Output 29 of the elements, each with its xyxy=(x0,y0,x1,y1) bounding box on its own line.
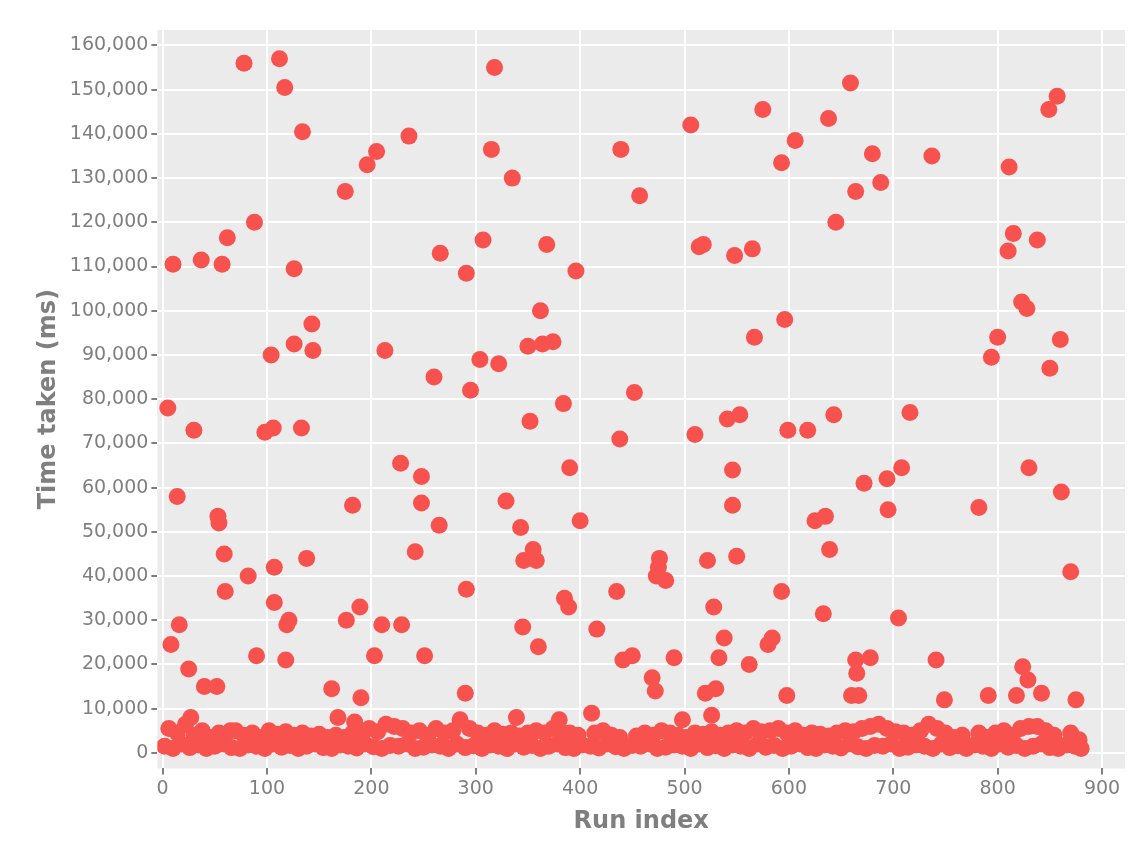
y-tick-label: 130,000 xyxy=(69,165,149,188)
x-tick-label: 600 xyxy=(770,775,808,798)
y-tick-label: 160,000 xyxy=(69,32,149,55)
x-tick-label: 300 xyxy=(457,775,494,798)
y-tick-label: 120,000 xyxy=(69,209,149,232)
y-tick-label: 0 xyxy=(136,739,149,762)
y-tick-label: 50,000 xyxy=(81,518,149,541)
x-tick-label: 0 xyxy=(156,775,169,798)
y-tick-label: 10,000 xyxy=(81,695,149,718)
x-tick-label: 500 xyxy=(666,775,703,798)
y-tick-label: 150,000 xyxy=(69,76,149,99)
x-tick-label: 700 xyxy=(875,775,912,798)
y-tick-label: 40,000 xyxy=(81,563,149,585)
x-tick-label: 200 xyxy=(353,775,390,798)
y-tick-label: 90,000 xyxy=(81,341,149,364)
x-tick-label: 100 xyxy=(248,775,286,798)
y-tick-label: 70,000 xyxy=(81,430,149,453)
y-tick-label: 110,000 xyxy=(69,253,149,276)
y-tick-label: 60,000 xyxy=(81,474,149,497)
y-tick-label: 100,000 xyxy=(69,297,149,320)
y-tick-label: 80,000 xyxy=(81,386,149,409)
x-axis-title: Run index xyxy=(573,805,710,834)
x-tick-label: 900 xyxy=(1083,775,1121,798)
y-tick-label: 30,000 xyxy=(81,607,149,630)
y-tick-label: 140,000 xyxy=(69,120,149,143)
x-tick-label: 400 xyxy=(561,775,599,798)
y-tick-label: 20,000 xyxy=(81,651,149,674)
y-axis-title: Time taken (ms) xyxy=(32,289,61,510)
x-tick-label: 800 xyxy=(979,775,1016,798)
